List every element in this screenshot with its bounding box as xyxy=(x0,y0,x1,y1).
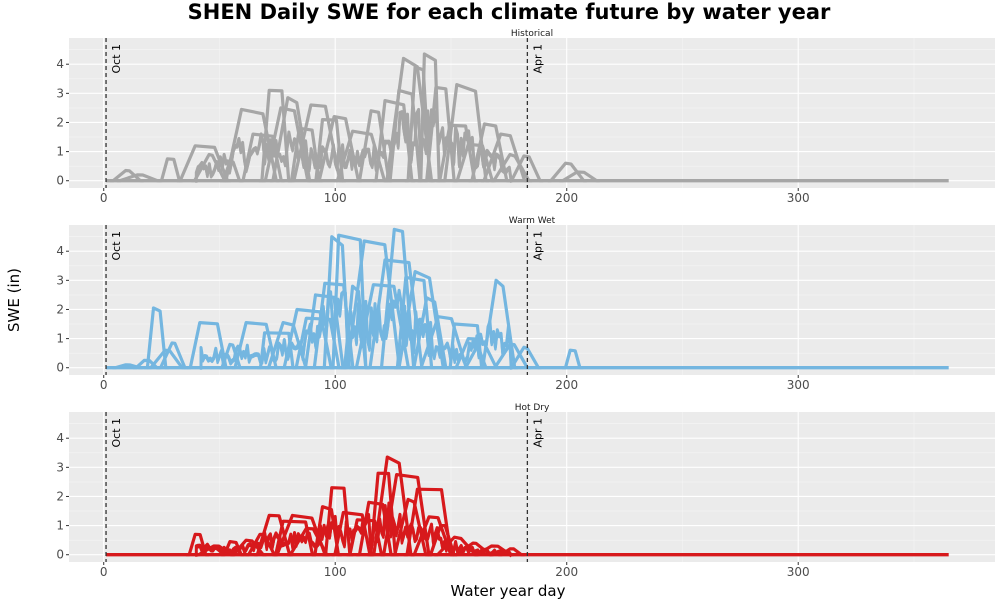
swe-line xyxy=(218,342,244,370)
panel-title: Historical xyxy=(511,29,553,39)
date-marker-label: Apr 1 xyxy=(531,44,544,74)
swe-line xyxy=(452,337,490,370)
swe-line xyxy=(547,161,588,183)
date-marker-label: Apr 1 xyxy=(531,231,544,261)
x-tick-label: 200 xyxy=(555,191,578,205)
y-tick-label: 2 xyxy=(56,489,64,503)
swe-line xyxy=(490,152,533,183)
x-tick-label: 300 xyxy=(787,565,810,579)
y-tick-label: 4 xyxy=(56,57,64,71)
y-tick-label: 4 xyxy=(56,431,64,445)
x-tick-label: 300 xyxy=(787,378,810,392)
y-tick-label: 3 xyxy=(56,86,64,100)
y-tick-label: 2 xyxy=(56,115,64,129)
swe-line xyxy=(372,99,416,183)
swe-line xyxy=(395,270,448,370)
swe-line xyxy=(231,321,280,370)
date-marker-label: Oct 1 xyxy=(110,44,123,74)
swe-line xyxy=(352,283,413,370)
swe-line xyxy=(109,168,145,183)
swe-line xyxy=(478,278,519,370)
swe-line xyxy=(410,515,455,557)
y-tick-label: 1 xyxy=(56,519,64,533)
swe-line xyxy=(561,348,584,370)
swe-line xyxy=(220,540,246,557)
swe-line xyxy=(390,497,430,557)
swe-line xyxy=(292,316,343,370)
panel-title: Hot Dry xyxy=(515,403,550,413)
swe-line xyxy=(404,65,434,183)
y-tick-label: 0 xyxy=(56,361,64,375)
x-tick-label: 300 xyxy=(787,191,810,205)
y-tick-label: 2 xyxy=(56,302,64,316)
swe-line xyxy=(185,532,210,557)
swe-line xyxy=(467,122,511,183)
swe-line xyxy=(195,110,513,183)
swe-line xyxy=(195,503,513,558)
y-tick-label: 3 xyxy=(56,460,64,474)
swe-line xyxy=(480,132,529,183)
y-tick-label: 4 xyxy=(56,244,64,258)
facet-panel: Warm Wet 0 1 2 3 4 0 100 200 300 Oct 1 Apr 1 xyxy=(56,216,995,392)
panel-background xyxy=(69,412,995,562)
swe-line xyxy=(558,170,601,183)
x-tick-label: 100 xyxy=(324,378,347,392)
swe-line xyxy=(111,363,144,370)
x-axis-label: Water year day xyxy=(451,582,566,600)
x-tick-label: 200 xyxy=(555,378,578,392)
swe-line xyxy=(410,296,450,370)
x-tick-label: 100 xyxy=(324,191,347,205)
x-tick-label: 100 xyxy=(324,565,347,579)
date-marker-label: Apr 1 xyxy=(531,418,544,448)
swe-line xyxy=(435,123,479,183)
x-tick-label: 200 xyxy=(555,565,578,579)
y-tick-label: 0 xyxy=(56,174,64,188)
y-tick-label: 1 xyxy=(56,145,64,159)
facet-panel: Historical 0 1 2 3 4 0 100 200 300 Oct 1 Apr 1 xyxy=(56,29,995,205)
swe-line xyxy=(290,103,344,183)
y-axis-label: SWE (in) xyxy=(5,268,23,332)
y-tick-label: 0 xyxy=(56,548,64,562)
swe-line xyxy=(199,291,513,370)
date-marker-label: Oct 1 xyxy=(110,418,123,448)
chart-title: SHEN Daily SWE for each climate future b… xyxy=(188,0,831,24)
swe-line xyxy=(440,83,490,183)
date-marker-label: Oct 1 xyxy=(110,231,123,261)
facet-panel: Hot Dry 0 1 2 3 4 0 100 200 300 Oct 1 Apr 1 xyxy=(56,403,995,579)
swe-line xyxy=(156,341,189,370)
swe-line xyxy=(269,96,314,183)
swe-line xyxy=(311,505,343,557)
swe-line xyxy=(186,321,230,370)
panel-title: Warm Wet xyxy=(509,216,556,226)
swe-line xyxy=(222,107,281,183)
swe-line xyxy=(497,547,526,557)
y-tick-label: 3 xyxy=(56,273,64,287)
swe-line xyxy=(229,538,268,557)
x-tick-label: 0 xyxy=(100,565,108,579)
x-tick-label: 0 xyxy=(100,378,108,392)
y-tick-label: 1 xyxy=(56,332,64,346)
x-tick-label: 0 xyxy=(100,191,108,205)
